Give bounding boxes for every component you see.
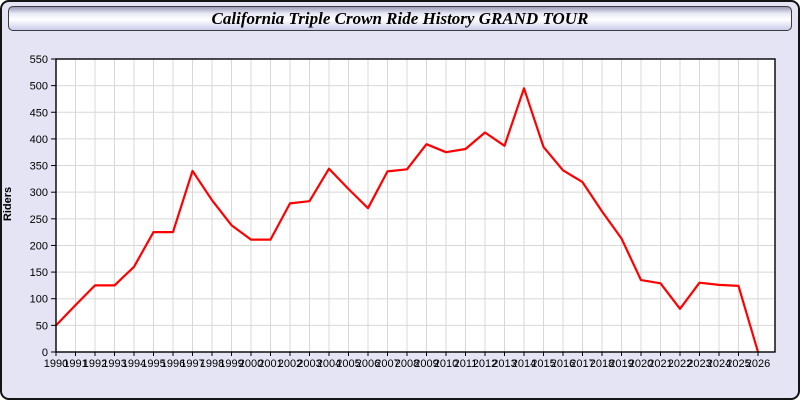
x-tick-label: 2015 — [531, 358, 555, 370]
ride-history-line — [55, 87, 760, 353]
x-tick-label: 2020 — [629, 358, 653, 370]
x-tick-label: 2014 — [512, 358, 536, 370]
x-tick-label: 1999 — [219, 358, 243, 370]
y-tick-label: 300 — [30, 187, 48, 199]
x-tick-label: 1992 — [83, 358, 107, 370]
chart-title: California Triple Crown Ride History GRA… — [211, 8, 589, 28]
x-tick-label: 1995 — [141, 358, 165, 370]
x-tick-label: 2011 — [454, 358, 478, 370]
y-tick-label: 200 — [30, 240, 48, 252]
x-tick-label: 2009 — [414, 358, 438, 370]
x-tick-label: 2003 — [297, 358, 321, 370]
x-tick-label: 1993 — [102, 358, 126, 370]
x-tick-label: 2012 — [473, 358, 497, 370]
x-tick-label: 1991 — [63, 358, 87, 370]
x-tick-label: 2024 — [707, 358, 731, 370]
x-tick-label: 2019 — [609, 358, 633, 370]
x-tick-label: 2018 — [590, 358, 614, 370]
x-tick-label: 2001 — [258, 358, 282, 370]
y-tick-label: 500 — [30, 81, 48, 93]
x-tick-label: 2004 — [317, 358, 341, 370]
y-tick-label: 250 — [30, 214, 48, 226]
y-tick-label: 400 — [30, 134, 48, 146]
x-tick-label: 2026 — [746, 358, 770, 370]
y-tick-label: 550 — [30, 54, 48, 66]
x-tick-label: 2016 — [551, 358, 575, 370]
x-tick-label: 2022 — [668, 358, 692, 370]
y-tick-label: 350 — [30, 161, 48, 173]
x-tick-label: 2025 — [726, 358, 750, 370]
x-tick-label: 1990 — [44, 358, 68, 370]
x-tick-label: 2006 — [356, 358, 380, 370]
x-tick-label: 2017 — [570, 358, 594, 370]
plot-background — [56, 59, 775, 352]
x-tick-label: 2013 — [492, 358, 516, 370]
x-tick-label: 1996 — [161, 358, 185, 370]
x-tick-label: 1994 — [122, 358, 146, 370]
chart-title-bar: California Triple Crown Ride History GRA… — [8, 6, 792, 31]
x-tick-label: 2008 — [395, 358, 419, 370]
x-tick-label: 2023 — [687, 358, 711, 370]
x-tick-label: 2002 — [278, 358, 302, 370]
x-tick-label: 2010 — [434, 358, 458, 370]
x-tick-label: 2005 — [336, 358, 360, 370]
x-tick-label: 2021 — [648, 358, 672, 370]
x-tick-label: 2000 — [239, 358, 263, 370]
y-tick-label: 50 — [36, 320, 48, 332]
x-tick-label: 1997 — [180, 358, 204, 370]
x-tick-label: 2007 — [375, 358, 399, 370]
y-tick-label: 0 — [42, 347, 48, 359]
plot-border — [55, 58, 776, 353]
y-tick-label: 100 — [30, 294, 48, 306]
x-tick-label: 1998 — [200, 358, 224, 370]
y-tick-label: 150 — [30, 267, 48, 279]
y-tick-label: 450 — [30, 107, 48, 119]
